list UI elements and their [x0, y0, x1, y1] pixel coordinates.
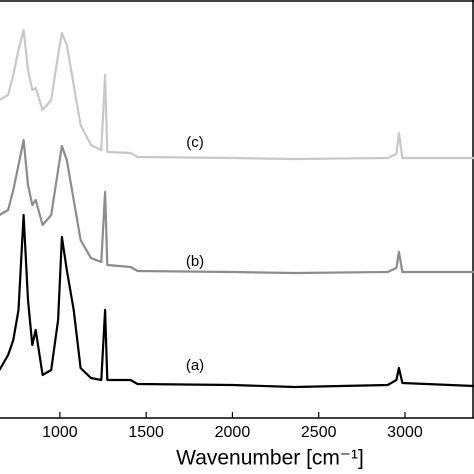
x-tick-label: 1000: [42, 424, 78, 441]
x-tick-label: 2500: [301, 424, 337, 441]
series-label: (a): [186, 357, 204, 374]
x-tick-label: 1500: [128, 424, 164, 441]
series-label: (b): [186, 253, 204, 270]
spectrum-line: [0, 138, 474, 275]
series-label: (c): [186, 134, 204, 151]
x-tick-label: 2000: [215, 424, 251, 441]
x-tick-label: 3000: [387, 424, 423, 441]
spectrum-line: [0, 213, 474, 389]
x-axis-title: Wavenumber [cm⁻¹]: [176, 447, 364, 470]
spectrum-line: [0, 28, 474, 161]
